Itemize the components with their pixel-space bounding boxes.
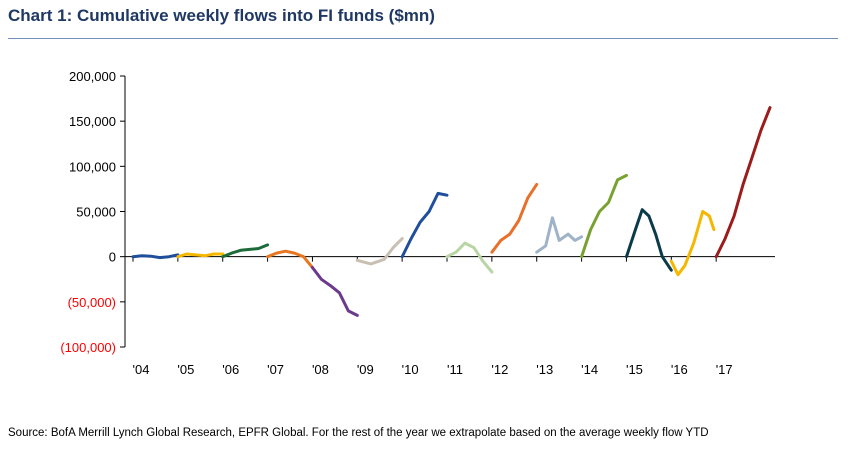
y-tick-label: 150,000 [69,114,116,129]
x-tick-label: '14 [581,362,598,377]
y-tick-label: (50,000) [68,295,116,310]
x-tick-label: '04 [133,362,150,377]
y-axis: 200,000 150,000 100,000 50,000 0 (50,000) (100… [60,69,126,355]
y-tick-label: 0 [109,250,116,265]
series-line-2015 [625,208,673,272]
series-line-2014 [580,173,628,259]
x-tick-label: '06 [222,362,239,377]
x-tick-label: '11 [447,362,463,377]
series-line-2009 [355,237,404,266]
x-tick-label: '13 [536,362,553,377]
series-line-2008 [310,266,359,317]
source-note: Source: BofA Merrill Lynch Global Resear… [8,427,709,439]
x-tick-label: '17 [716,362,733,377]
x-tick-label: '16 [671,362,688,377]
x-axis: '04 '05 '06 '07 '08 '09 '10 '11 '12 '13 '14 '15 '16 '… [125,256,775,377]
y-tick-label: 100,000 [69,159,116,174]
x-tick-label: '10 [402,362,419,377]
x-tick-label: '12 [491,362,508,377]
title-divider [8,38,838,39]
y-tick-label: 200,000 [69,69,116,84]
x-tick-label: '15 [626,362,643,377]
series-line-2010 [400,191,449,259]
x-tick-label: '08 [312,362,329,377]
series-line-2004 [131,253,180,260]
series-line-2005 [176,252,225,259]
y-tick-label: 50,000 [76,205,116,220]
series-line-2007 [266,249,314,269]
series-lines [131,106,772,317]
x-tick-label: '07 [267,362,284,377]
y-tick-label: (100,000) [60,340,116,355]
x-tick-label: '05 [177,362,194,377]
series-line-2012 [490,182,539,254]
series-line-2011 [445,241,494,274]
x-tick-label: '09 [357,362,374,377]
series-line-2006 [221,243,270,259]
chart-title: Chart 1: Cumulative weekly flows into FI… [8,6,435,25]
series-line-2017 [714,106,772,259]
series-line-2016 [669,210,716,277]
series-line-2013 [535,216,584,254]
